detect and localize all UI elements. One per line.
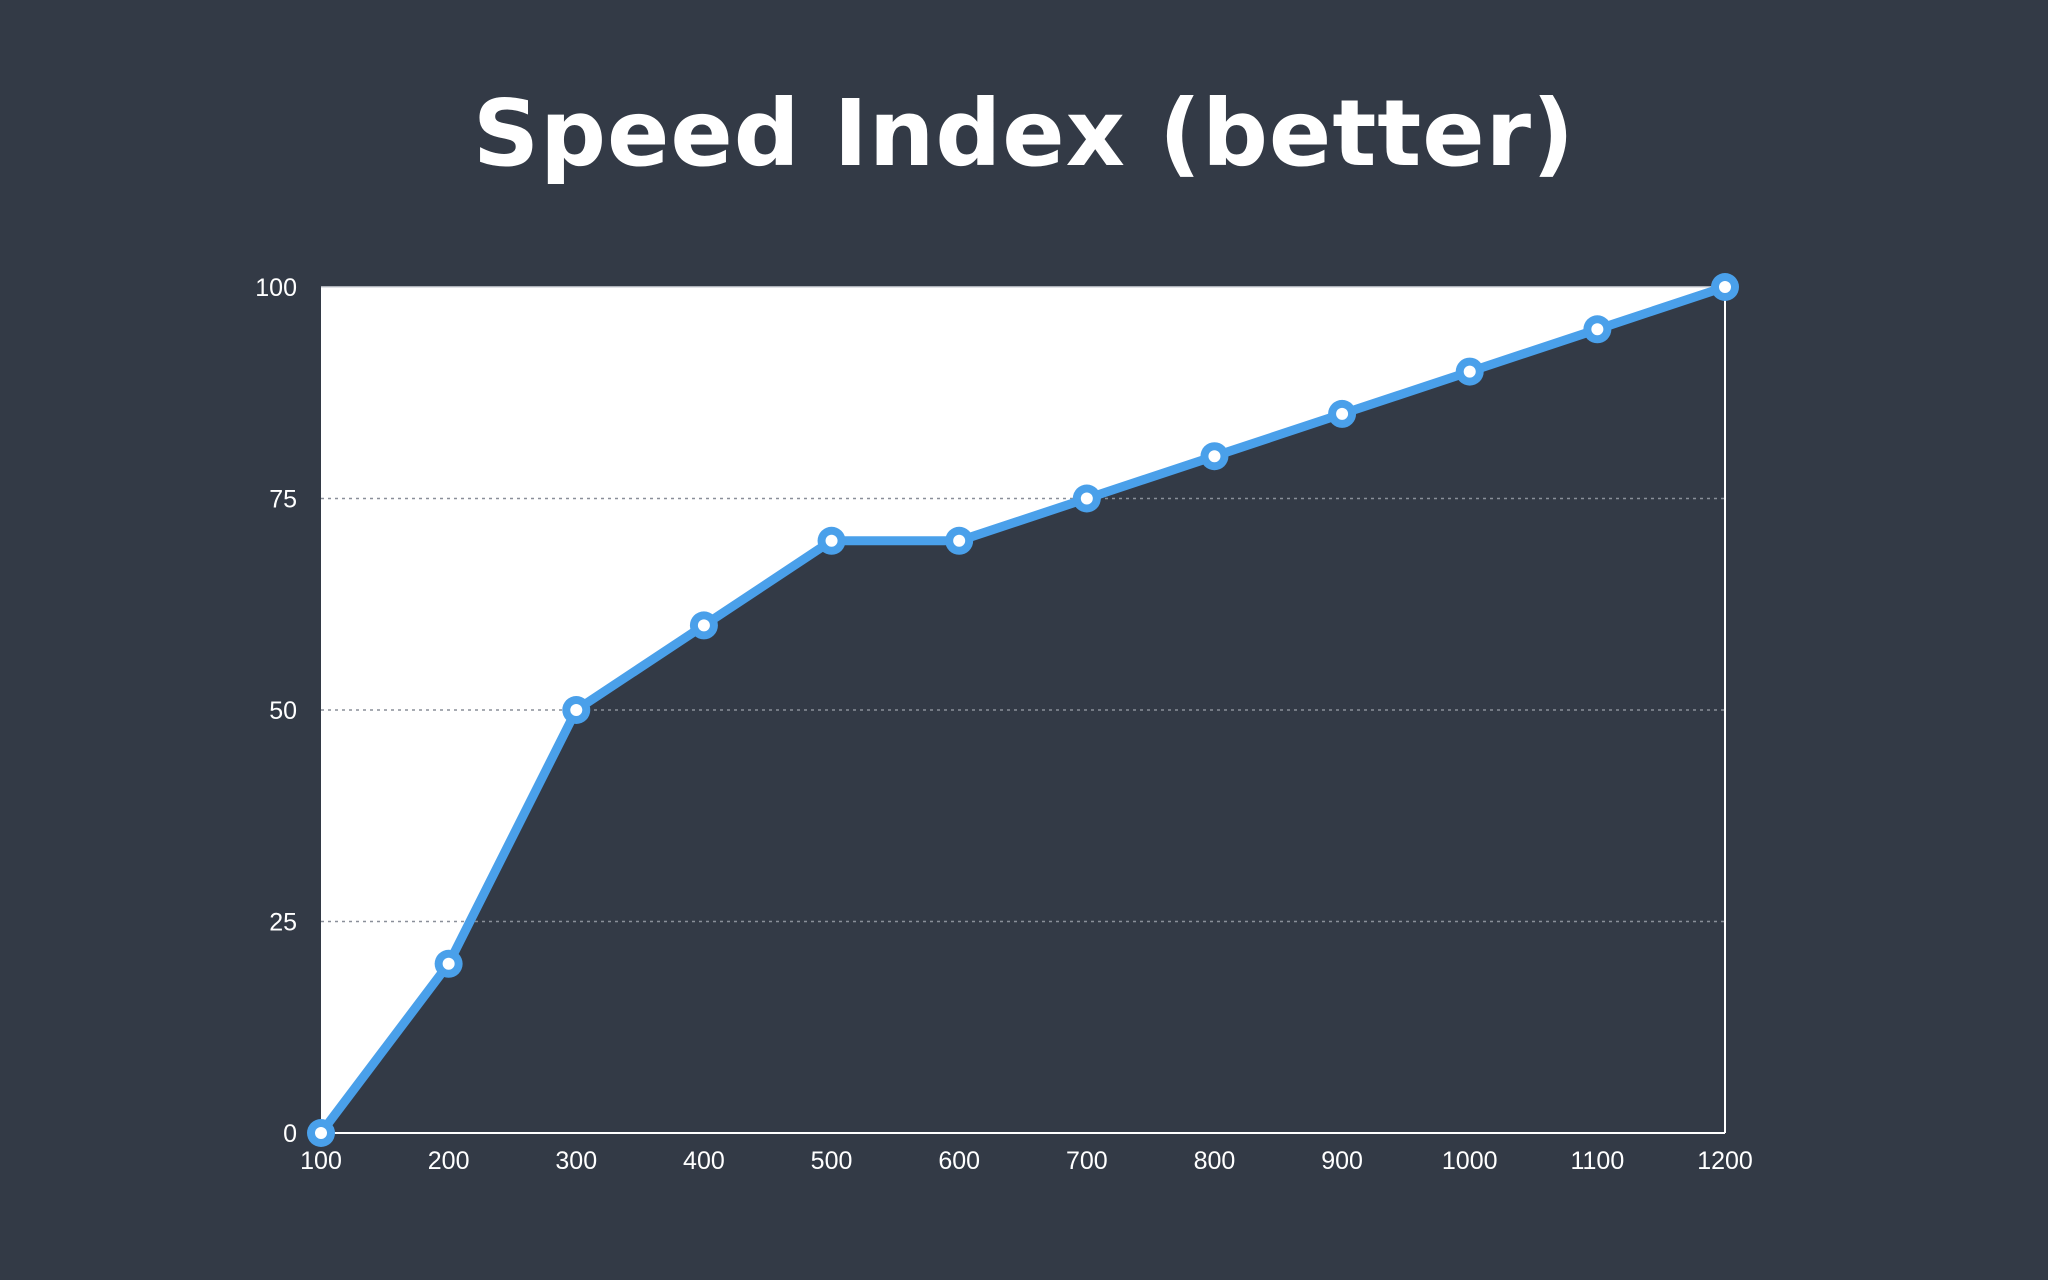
y-tick-label: 25 — [269, 909, 297, 937]
x-tick-label: 400 — [683, 1147, 725, 1175]
data-point-center — [1719, 281, 1731, 293]
x-tick-label: 1000 — [1442, 1147, 1498, 1175]
x-tick-label: 1100 — [1570, 1147, 1624, 1175]
x-tick-label: 700 — [1066, 1147, 1108, 1175]
data-point-center — [1463, 365, 1476, 378]
y-tick-label: 0 — [283, 1120, 297, 1148]
data-point-center — [315, 1127, 327, 1139]
x-tick-label: 800 — [1194, 1147, 1236, 1175]
x-tick-label: 1200 — [1697, 1147, 1753, 1175]
data-point-center — [1208, 450, 1221, 463]
x-tick-label: 300 — [555, 1147, 597, 1175]
y-tick-label: 75 — [269, 486, 297, 514]
series-line — [316, 282, 1730, 1138]
data-point-center — [442, 957, 455, 970]
chart-title: Speed Index (better) — [472, 80, 1576, 187]
x-tick-label: 100 — [300, 1147, 342, 1175]
data-point-center — [825, 534, 838, 547]
x-tick-label: 500 — [811, 1147, 853, 1175]
y-tick-label: 100 — [255, 274, 297, 302]
x-tick-label: 200 — [428, 1147, 470, 1175]
x-tick-label: 600 — [938, 1147, 980, 1175]
data-point-center — [953, 534, 966, 547]
x-tick-label: 900 — [1321, 1147, 1363, 1175]
data-point-center — [1336, 407, 1349, 420]
y-tick-label: 50 — [269, 697, 297, 725]
data-point-center — [1080, 492, 1093, 505]
data-point-center — [1591, 323, 1604, 336]
data-point-center — [697, 619, 710, 632]
data-point-center — [570, 704, 583, 716]
